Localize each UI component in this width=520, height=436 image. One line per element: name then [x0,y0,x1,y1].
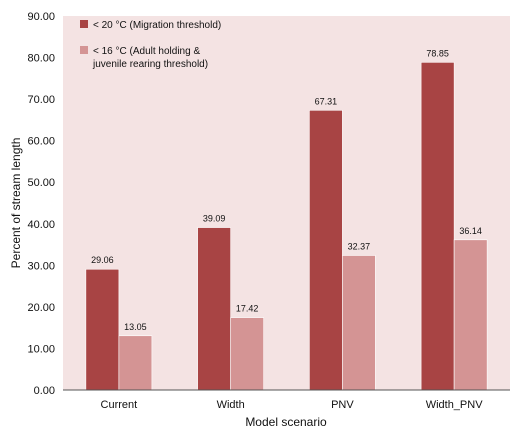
x-axis-title: Model scenario [245,415,327,429]
bar [118,335,153,391]
y-tick-label: 60.00 [27,136,55,148]
legend-label: < 16 °C (Adult holding & [93,46,200,57]
legend-swatch [80,46,88,54]
legend-swatch [80,20,88,28]
y-tick-label: 0.00 [34,385,55,397]
y-tick-label: 30.00 [27,260,55,272]
legend-item: < 16 °C (Adult holding & juvenile rearing… [80,46,208,70]
x-tick-label: Width_PNV [426,399,484,411]
legend-label: < 20 °C (Migration threshold) [93,20,221,31]
x-tick-label: Width [217,399,245,411]
data-label: 13.05 [124,322,147,332]
bar [453,239,488,391]
legend-label: juvenile rearing threshold) [92,59,208,70]
bar [85,268,120,391]
legend-item: < 20 °C (Migration threshold) [80,20,221,31]
x-axis: Current Width PNV Width_PNV [101,399,484,411]
y-tick-label: 10.00 [27,343,55,355]
y-tick-label: 70.00 [27,94,55,106]
data-label: 17.42 [236,304,259,314]
data-label: 39.09 [203,214,226,224]
y-tick-label: 50.00 [27,177,55,189]
data-label: 67.31 [315,96,338,106]
legend: < 20 °C (Migration threshold) < 16 °C (Ad… [80,20,221,70]
y-tick-label: 20.00 [27,302,55,314]
bar [342,255,376,391]
y-tick-label: 80.00 [27,53,55,65]
x-tick-label: Current [101,399,138,411]
y-tick-label: 40.00 [27,219,55,231]
y-axis: 0.00 10.00 20.00 30.00 40.00 50.00 60.00 70.00 8… [27,11,55,397]
bar [197,227,231,391]
y-axis-title: Percent of stream length [9,138,23,269]
data-label: 29.06 [91,255,114,265]
y-tick-label: 90.00 [27,11,55,23]
x-tick-label: PNV [331,399,354,411]
bar [420,62,455,391]
bar [230,317,264,391]
data-label: 78.85 [426,48,449,58]
data-label: 32.37 [348,241,371,251]
data-labels: 29.06 13.05 39.09 17.42 67.31 32.37 78.85 36.14 [91,48,482,331]
bar [309,109,343,391]
bars [85,62,488,391]
data-label: 36.14 [459,226,482,236]
